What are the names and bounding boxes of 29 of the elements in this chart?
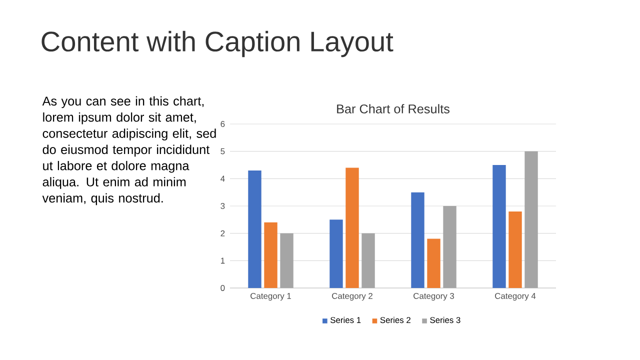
x-tick-label: Category 4 <box>495 292 536 301</box>
legend-label: Series 1 <box>330 316 361 324</box>
y-tick-label: 2 <box>220 230 225 236</box>
x-tick-label: Category 1 <box>250 292 291 301</box>
bar <box>427 238 440 288</box>
y-tick-label: 3 <box>220 203 225 209</box>
bar <box>492 165 506 288</box>
x-tick-label: Category 2 <box>332 292 372 301</box>
chart-title: Bar Chart of Results <box>337 104 450 114</box>
bar <box>362 233 375 288</box>
legend-label: Series 2 <box>380 316 410 324</box>
bar <box>248 170 262 288</box>
x-tick-label: Category 3 <box>414 292 454 301</box>
y-tick-label: 0 <box>220 285 225 291</box>
bar <box>524 151 538 288</box>
y-tick-label: 5 <box>220 148 225 154</box>
bar <box>443 206 456 288</box>
bar <box>264 222 278 288</box>
y-tick-label: 4 <box>220 176 225 182</box>
y-tick-label: 6 <box>220 121 225 127</box>
text: Content with Caption Layout <box>42 30 394 58</box>
bar <box>346 168 359 288</box>
text: As you can see in this chart, lorem ipsum dolor sit amet, consectetur adipiscing elit, sed do eiusmod tempor incididunt ut labore et dolore magna aliqua. Ut enim ad minim veniam, quis nostrud. <box>42 96 216 206</box>
bar <box>330 220 343 288</box>
bar <box>280 233 294 288</box>
y-tick-label: 1 <box>220 258 225 264</box>
legend-label: Series 3 <box>430 316 460 324</box>
bar <box>508 211 522 288</box>
bar <box>411 192 424 288</box>
